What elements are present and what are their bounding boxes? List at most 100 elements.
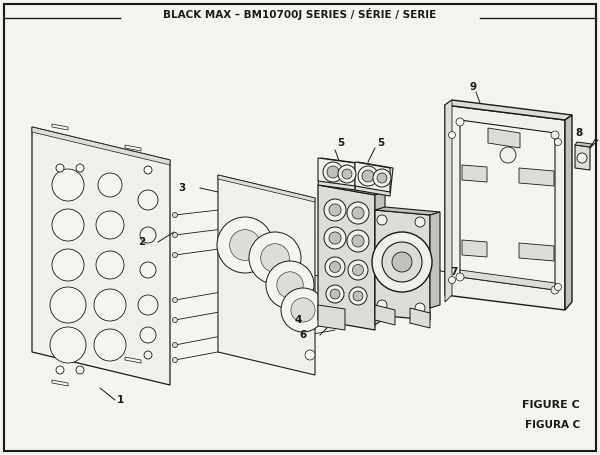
- Circle shape: [52, 209, 84, 241]
- Circle shape: [173, 358, 178, 363]
- Circle shape: [173, 253, 178, 258]
- Circle shape: [173, 343, 178, 348]
- Polygon shape: [318, 158, 355, 186]
- Circle shape: [338, 165, 356, 183]
- Circle shape: [94, 329, 126, 361]
- Circle shape: [281, 288, 325, 332]
- Polygon shape: [32, 127, 170, 385]
- Polygon shape: [52, 380, 68, 386]
- Circle shape: [217, 217, 273, 273]
- Circle shape: [353, 291, 363, 301]
- Circle shape: [50, 287, 86, 323]
- Circle shape: [98, 173, 122, 197]
- Circle shape: [291, 298, 315, 322]
- Polygon shape: [355, 162, 390, 192]
- Polygon shape: [519, 243, 554, 261]
- Polygon shape: [430, 212, 440, 308]
- Polygon shape: [565, 115, 572, 310]
- Polygon shape: [318, 182, 385, 195]
- Text: FIGURA C: FIGURA C: [525, 420, 580, 430]
- Circle shape: [377, 173, 387, 183]
- Circle shape: [352, 207, 364, 219]
- Polygon shape: [375, 210, 430, 320]
- Polygon shape: [375, 207, 440, 215]
- Text: 7: 7: [450, 267, 457, 277]
- Polygon shape: [460, 120, 555, 290]
- Polygon shape: [218, 175, 315, 202]
- Circle shape: [277, 272, 303, 298]
- Polygon shape: [318, 158, 358, 190]
- Circle shape: [249, 232, 301, 284]
- Circle shape: [449, 277, 455, 283]
- Circle shape: [449, 131, 455, 138]
- Text: 9: 9: [470, 82, 477, 92]
- Circle shape: [305, 350, 315, 360]
- Circle shape: [329, 204, 341, 216]
- Polygon shape: [218, 175, 315, 375]
- Text: 5: 5: [377, 138, 384, 148]
- Polygon shape: [52, 124, 68, 130]
- Polygon shape: [445, 100, 452, 302]
- Text: 5: 5: [337, 138, 344, 148]
- Circle shape: [52, 169, 84, 201]
- Circle shape: [173, 233, 178, 238]
- Circle shape: [140, 327, 156, 343]
- Polygon shape: [375, 305, 395, 325]
- Text: 8: 8: [575, 128, 582, 138]
- Polygon shape: [32, 127, 170, 165]
- Circle shape: [144, 351, 152, 359]
- Circle shape: [554, 138, 562, 146]
- Circle shape: [260, 244, 289, 272]
- Circle shape: [173, 298, 178, 303]
- Circle shape: [456, 273, 464, 281]
- Circle shape: [415, 217, 425, 227]
- Circle shape: [138, 190, 158, 210]
- Circle shape: [52, 249, 84, 281]
- Circle shape: [325, 257, 345, 277]
- Circle shape: [348, 260, 368, 280]
- Circle shape: [362, 170, 374, 182]
- Text: 4: 4: [295, 315, 302, 325]
- Circle shape: [353, 264, 364, 275]
- Polygon shape: [318, 305, 345, 330]
- Text: BLACK MAX – BM10700J SERIES / SÉRIE / SERIE: BLACK MAX – BM10700J SERIES / SÉRIE / SE…: [163, 8, 437, 20]
- Circle shape: [349, 287, 367, 305]
- Circle shape: [577, 153, 587, 163]
- Circle shape: [326, 285, 344, 303]
- Text: 2: 2: [138, 237, 145, 247]
- Circle shape: [373, 169, 391, 187]
- Circle shape: [324, 199, 346, 221]
- Polygon shape: [488, 128, 520, 148]
- Circle shape: [173, 318, 178, 323]
- Circle shape: [327, 166, 339, 178]
- Circle shape: [377, 300, 387, 310]
- Circle shape: [323, 162, 343, 182]
- Circle shape: [342, 169, 352, 179]
- Circle shape: [392, 252, 412, 272]
- Circle shape: [266, 261, 314, 309]
- Circle shape: [330, 289, 340, 299]
- Polygon shape: [445, 105, 565, 310]
- Text: 3: 3: [179, 183, 186, 193]
- Polygon shape: [460, 270, 555, 290]
- Circle shape: [96, 211, 124, 239]
- Circle shape: [352, 235, 364, 247]
- Circle shape: [76, 164, 84, 172]
- Circle shape: [382, 242, 422, 282]
- Circle shape: [76, 366, 84, 374]
- Circle shape: [551, 131, 559, 139]
- Polygon shape: [410, 308, 430, 328]
- Circle shape: [377, 215, 387, 225]
- Circle shape: [56, 164, 64, 172]
- Circle shape: [140, 227, 156, 243]
- Circle shape: [329, 232, 341, 244]
- Text: 1: 1: [117, 395, 124, 405]
- Circle shape: [347, 202, 369, 224]
- Polygon shape: [519, 168, 554, 186]
- Circle shape: [50, 327, 86, 363]
- Circle shape: [230, 230, 260, 260]
- Circle shape: [551, 286, 559, 294]
- Polygon shape: [445, 100, 572, 120]
- Circle shape: [96, 251, 124, 279]
- Circle shape: [140, 262, 156, 278]
